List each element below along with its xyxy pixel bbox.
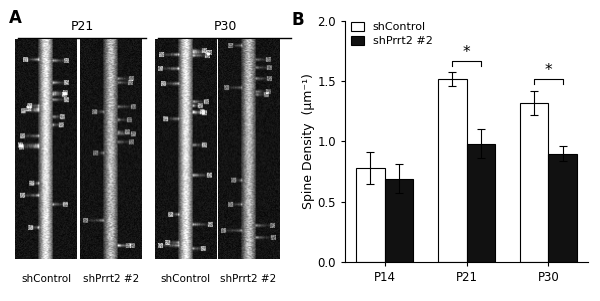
Text: shControl: shControl xyxy=(160,274,211,284)
Bar xyxy=(385,179,413,262)
Bar xyxy=(520,103,548,262)
Text: shPrrt2 #2: shPrrt2 #2 xyxy=(83,274,139,284)
Text: P21: P21 xyxy=(71,20,94,33)
Text: B: B xyxy=(292,11,304,29)
Bar xyxy=(548,154,577,262)
Text: *: * xyxy=(545,63,552,78)
Bar xyxy=(467,144,495,262)
Text: shControl: shControl xyxy=(22,274,71,284)
Legend: shControl, shPrrt2 #2: shControl, shPrrt2 #2 xyxy=(350,22,433,46)
Bar xyxy=(356,168,385,262)
Text: shPrrt2 #2: shPrrt2 #2 xyxy=(220,274,277,284)
Y-axis label: Spine Density  (μm⁻¹): Spine Density (μm⁻¹) xyxy=(302,73,314,209)
Text: *: * xyxy=(463,45,470,60)
Text: A: A xyxy=(9,9,22,27)
Text: P30: P30 xyxy=(214,20,236,33)
Bar xyxy=(438,79,467,262)
